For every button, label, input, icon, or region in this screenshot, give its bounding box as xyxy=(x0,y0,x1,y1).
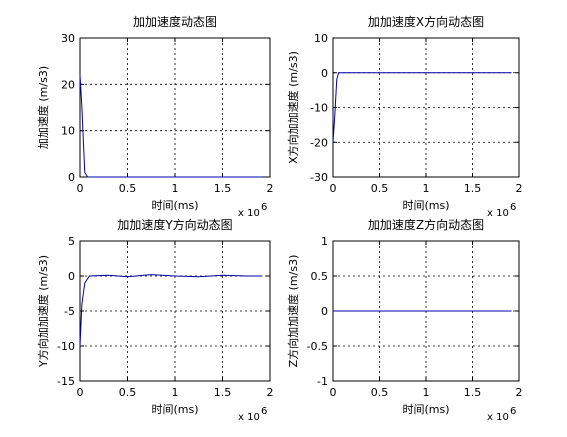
y-tick-label: 10 xyxy=(61,125,75,138)
y-tick-label: 5 xyxy=(68,235,75,248)
x-tick-label: 1 xyxy=(423,386,430,399)
y-tick-label: -5 xyxy=(64,305,75,318)
y-tick-label: -30 xyxy=(310,171,328,184)
x-axis-label: 时间(ms) xyxy=(402,199,449,212)
y-tick-label: 20 xyxy=(61,78,75,91)
x-tick-label: 0.5 xyxy=(371,182,389,195)
x-tick-label: 1.5 xyxy=(214,182,232,195)
x-exponent-power: 6 xyxy=(261,406,267,417)
x-tick-label: 2 xyxy=(267,386,274,399)
x-tick-label: 0.5 xyxy=(119,386,137,399)
x-tick-label: 1.5 xyxy=(464,386,482,399)
y-tick-label: 0 xyxy=(68,270,75,283)
y-tick-label: -10 xyxy=(57,340,75,353)
x-tick-label: 2 xyxy=(516,182,523,195)
x-axis-label: 时间(ms) xyxy=(151,403,198,416)
x-exponent-power: 6 xyxy=(261,202,267,213)
y-tick-label: 10 xyxy=(314,32,328,45)
series-line xyxy=(79,75,263,178)
x-tick-label: 0 xyxy=(330,182,337,195)
chart-title: 加加速度X方向动态图 xyxy=(368,14,484,29)
x-tick-label: 2 xyxy=(516,386,523,399)
x-axis-label: 时间(ms) xyxy=(402,403,449,416)
y-axis-label: 加加速度 (m/s3) xyxy=(36,66,50,149)
y-axis-label: Y方向加加速度 (m/s3) xyxy=(36,255,50,368)
y-tick-label: 0 xyxy=(321,67,328,80)
x-exponent-label: x 10 xyxy=(238,412,260,423)
x-tick-label: 1.5 xyxy=(464,182,482,195)
x-tick-label: 1 xyxy=(423,182,430,195)
x-exponent-label: x 10 xyxy=(487,412,509,423)
chart-title: 加加速度Y方向动态图 xyxy=(117,217,232,232)
x-tick-label: 0.5 xyxy=(119,182,137,195)
x-exponent-power: 6 xyxy=(510,202,516,213)
y-tick-label: 1 xyxy=(321,235,328,248)
x-exponent-label: x 10 xyxy=(238,208,260,219)
x-tick-label: 1.5 xyxy=(214,386,232,399)
y-tick-label: -20 xyxy=(310,136,328,149)
y-tick-label: -0.5 xyxy=(307,340,328,353)
x-tick-label: 0.5 xyxy=(371,386,389,399)
y-tick-label: -15 xyxy=(57,375,75,388)
chart-title: 加加速度动态图 xyxy=(133,14,217,29)
series-line xyxy=(79,274,263,347)
y-tick-label: -10 xyxy=(310,102,328,115)
x-exponent-power: 6 xyxy=(510,406,516,417)
chart-title: 加加速度Z方向动态图 xyxy=(368,217,484,232)
y-axis-label: X方向加加速度 (m/s3) xyxy=(286,51,300,164)
x-axis-label: 时间(ms) xyxy=(151,199,198,212)
x-tick-label: 2 xyxy=(267,182,274,195)
y-tick-label: 30 xyxy=(61,32,75,45)
series-line xyxy=(332,72,512,143)
y-tick-label: -1 xyxy=(317,375,328,388)
y-tick-label: 0 xyxy=(68,171,75,184)
y-tick-label: 0.5 xyxy=(311,270,329,283)
y-axis-label: Z方向加加速度 (m/s3) xyxy=(286,255,300,368)
x-tick-label: 0 xyxy=(330,386,337,399)
x-exponent-label: x 10 xyxy=(487,208,509,219)
x-tick-label: 0 xyxy=(77,386,84,399)
y-tick-label: 0 xyxy=(321,305,328,318)
x-tick-label: 0 xyxy=(77,182,84,195)
x-tick-label: 1 xyxy=(172,386,179,399)
x-tick-label: 1 xyxy=(172,182,179,195)
